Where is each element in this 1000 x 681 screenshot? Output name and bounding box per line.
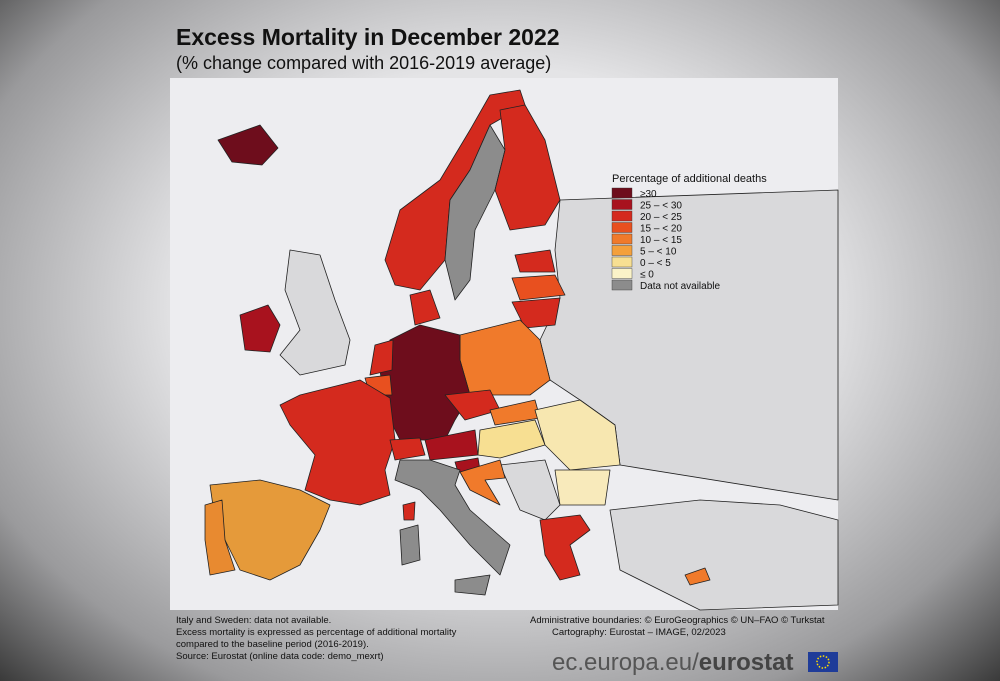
country	[279, 379, 396, 506]
footer-brand: eurostat	[699, 649, 794, 676]
legend-label: 25 – < 30	[640, 201, 682, 212]
country	[459, 459, 506, 506]
country	[684, 567, 711, 586]
legend-label: 10 – < 15	[640, 235, 682, 246]
legend-swatch	[611, 210, 633, 222]
country	[514, 249, 556, 273]
note: Source: Eurostat (online data code: demo…	[176, 651, 384, 662]
note: compared to the baseline period (2016-20…	[176, 639, 369, 650]
non-eu-land	[609, 499, 839, 611]
country	[217, 124, 279, 166]
credit: Cartography: Eurostat – IMAGE, 02/2023	[552, 627, 726, 638]
legend-label: 20 – < 25	[640, 212, 682, 223]
country	[554, 469, 611, 506]
country	[409, 289, 441, 326]
legend-swatch	[611, 245, 633, 256]
legend-label: Data not available	[640, 281, 720, 292]
country	[539, 514, 591, 581]
legend-label: 0 – < 5	[640, 258, 671, 269]
country	[534, 399, 621, 471]
country	[511, 274, 566, 301]
non-eu-land	[279, 249, 351, 376]
legend-swatch	[611, 222, 633, 233]
title: Excess Mortality in December 2022	[176, 24, 560, 50]
note: Excess mortality is expressed as percent…	[176, 627, 457, 638]
credits: Administrative boundaries: © EuroGeograp…	[530, 615, 825, 638]
eu-stars	[816, 655, 830, 669]
legend-label: ≤ 0	[640, 270, 654, 281]
legend-label: 15 – < 20	[640, 224, 682, 235]
country	[399, 524, 421, 566]
legend-swatch	[611, 199, 633, 210]
legend-label: ≥30	[640, 189, 657, 200]
eu-flag	[808, 652, 838, 672]
note: Italy and Sweden: data not available.	[176, 615, 331, 626]
country	[477, 419, 546, 459]
legend-swatch	[611, 279, 633, 291]
non-eu-land	[499, 459, 561, 521]
footer-url: ec.europa.eu/	[552, 649, 699, 676]
country	[394, 459, 511, 576]
credit: Administrative boundaries: © EuroGeograp…	[530, 615, 825, 626]
legend-label: 5 – < 10	[640, 247, 677, 258]
footer: ec.europa.eu/eurostat	[552, 649, 793, 676]
country	[389, 437, 426, 461]
subtitle: (% change compared with 2016-2019 averag…	[176, 53, 551, 73]
notes: Italy and Sweden: data not available.Exc…	[176, 615, 457, 662]
country	[369, 339, 394, 376]
legend-title: Percentage of additional deaths	[612, 173, 767, 185]
country	[454, 574, 491, 596]
country	[511, 297, 561, 329]
country	[239, 304, 281, 353]
legend-swatch	[611, 256, 633, 268]
legend-swatch	[611, 268, 633, 279]
map	[204, 89, 839, 611]
country	[402, 501, 416, 521]
country	[204, 499, 236, 576]
legend-swatch	[611, 187, 633, 199]
legend-swatch	[611, 233, 633, 245]
country	[494, 104, 561, 231]
